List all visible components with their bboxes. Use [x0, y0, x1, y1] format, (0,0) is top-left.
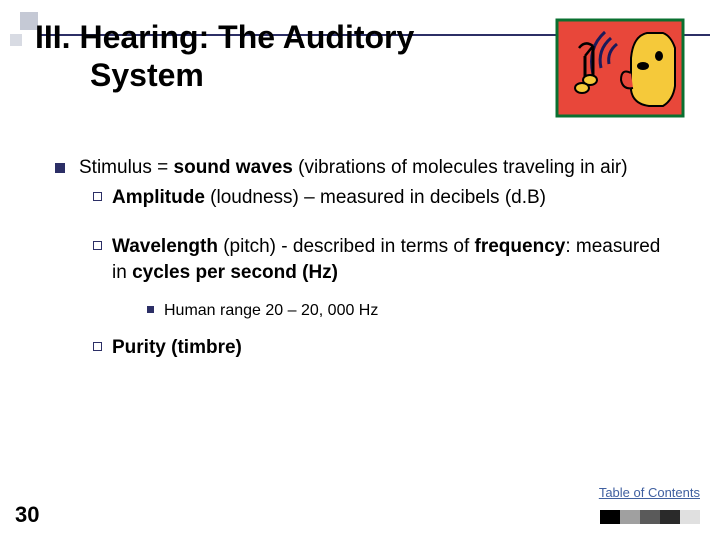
text-suffix: (vibrations of molecules traveling in ai…	[293, 157, 628, 178]
bullet-marker-small	[147, 306, 154, 313]
page-number: 30	[15, 502, 39, 528]
bullet-marker-hollow	[93, 192, 102, 201]
bullet-stimulus: Stimulus = sound waves (vibrations of mo…	[55, 155, 675, 181]
bullet-text: Wavelength (pitch) - described in terms …	[112, 234, 675, 285]
text-bold: cycles per second (Hz)	[132, 262, 338, 283]
text-rest: (loudness) – measured in decibels (d.B)	[205, 187, 546, 208]
bullet-purity: Purity (timbre)	[93, 335, 675, 361]
decor-block	[640, 510, 660, 524]
bullet-text: Purity (timbre)	[112, 335, 242, 361]
table-of-contents-link[interactable]: Table of Contents	[599, 485, 700, 500]
bullet-marker-hollow	[93, 342, 102, 351]
decor-square-small	[10, 34, 22, 46]
title-line2: System	[90, 56, 414, 94]
bullet-marker-hollow	[93, 241, 102, 250]
decor-block	[660, 510, 680, 524]
decor-block	[680, 510, 700, 524]
title-line1: III. Hearing: The Auditory	[35, 18, 414, 56]
bullet-text: Amplitude (loudness) – measured in decib…	[112, 185, 546, 211]
slide-title: III. Hearing: The Auditory System	[35, 18, 414, 95]
text: (pitch) - described in terms of	[218, 236, 475, 257]
bullet-text: Human range 20 – 20, 000 Hz	[164, 300, 378, 322]
decor-block	[600, 510, 620, 524]
content-area: Stimulus = sound waves (vibrations of mo…	[55, 155, 675, 361]
bullet-text: Stimulus = sound waves (vibrations of mo…	[79, 155, 628, 181]
bullet-amplitude: Amplitude (loudness) – measured in decib…	[93, 185, 675, 211]
bullet-marker-filled	[55, 163, 65, 173]
bullet-human-range: Human range 20 – 20, 000 Hz	[147, 300, 675, 322]
decor-block	[620, 510, 640, 524]
bullet-wavelength: Wavelength (pitch) - described in terms …	[93, 234, 675, 285]
bottom-decoration	[600, 510, 700, 524]
text-bold: Wavelength	[112, 236, 218, 257]
text-bold: Purity	[112, 337, 166, 358]
text-rest: (timbre)	[166, 337, 242, 358]
text-bold: frequency	[475, 236, 566, 257]
text-bold: sound waves	[174, 157, 293, 178]
text-prefix: Stimulus =	[79, 157, 174, 178]
hearing-clipart	[555, 18, 685, 118]
text-bold: Amplitude	[112, 187, 205, 208]
